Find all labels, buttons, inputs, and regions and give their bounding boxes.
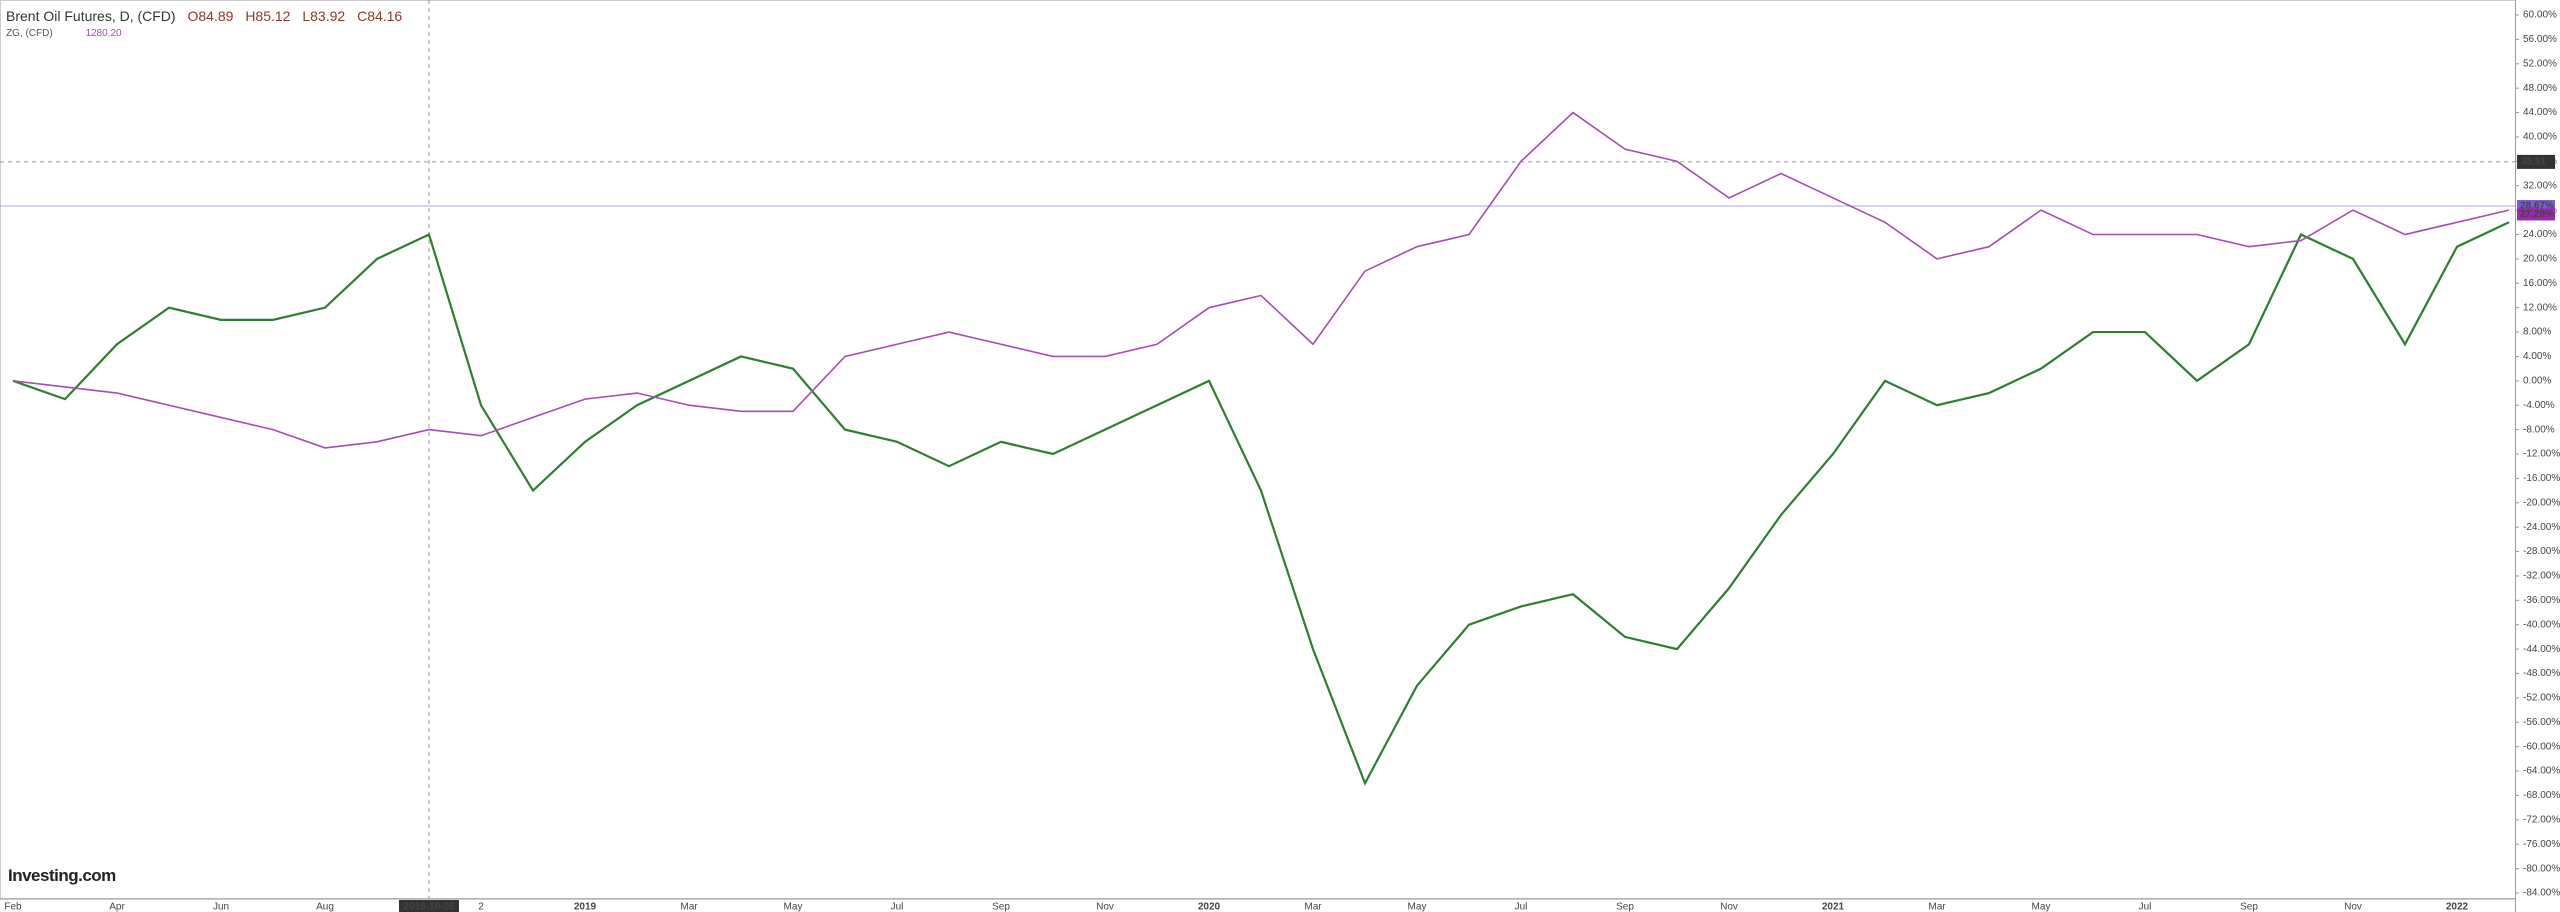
compare-header: ZG, (CFD) 1280.20 [6,28,122,39]
x-tick-label: May [1408,902,1427,912]
x-tick-label: 2 [478,902,484,912]
x-tick-label: Feb [4,902,22,912]
x-tick-label: Sep [2240,902,2258,912]
x-tick-label: Mar [1304,902,1322,912]
last-value-label: 27.29% [2520,209,2554,220]
x-tick-label: Sep [992,902,1010,912]
y-tick-label: 20.00% [2523,254,2557,265]
plot-frame [0,0,2516,899]
y-tick-label: 44.00% [2523,107,2557,118]
close: C84.16 [357,8,403,24]
brand-logo: Investing.com [8,866,116,885]
y-tick-label: 48.00% [2523,83,2557,94]
y-tick-label: 4.00% [2523,351,2551,362]
y-tick-label: -68.00% [2523,790,2560,801]
y-tick-label: -8.00% [2523,424,2555,435]
compare-name: ZG, (CFD) [6,28,53,39]
y-tick-label: 24.00% [2523,229,2557,240]
x-tick-label: Jul [1515,902,1528,912]
x-tick-label: Sep [1616,902,1634,912]
y-tick-label: -36.00% [2523,595,2560,606]
x-tick-label: Aug [316,902,334,912]
y-tick-label: -76.00% [2523,839,2560,850]
y-tick-label: -64.00% [2523,766,2560,777]
y-tick-label: 16.00% [2523,278,2557,289]
last-value-tag [2517,208,2555,221]
x-tick-label: Nov [2344,902,2362,912]
y-tick-label: -12.00% [2523,449,2560,460]
crosshair-x-tag [399,900,459,912]
y-tick-label: -52.00% [2523,693,2560,704]
x-tick-label: 2021 [1822,902,1845,912]
x-tick-label: May [784,902,803,912]
compare-value: 1280.20 [85,28,122,39]
y-tick-label: -20.00% [2523,497,2560,508]
x-tick-label: Jul [2139,902,2152,912]
y-tick-label: 56.00% [2523,34,2557,45]
y-tick-label: -84.00% [2523,888,2560,899]
y-tick-label: -60.00% [2523,741,2560,752]
y-tick-label: -44.00% [2523,644,2560,655]
series-line [12,221,2510,786]
y-tick-label: 8.00% [2523,327,2551,338]
y-tick-label: 40.00% [2523,132,2557,143]
y-tick-label: -48.00% [2523,668,2560,679]
y-tick-label: -16.00% [2523,473,2560,484]
y-tick-label: -24.00% [2523,522,2560,533]
y-tick-label: -80.00% [2523,863,2560,874]
x-tick-label: 2022 [2446,902,2469,912]
header: Brent Oil Futures, D, (CFD) O84.89 H85.1… [6,8,410,24]
y-tick-label: 52.00% [2523,58,2557,69]
y-tick-label: -40.00% [2523,619,2560,630]
series-line [12,111,2510,449]
y-tick-label: 60.00% [2523,10,2557,21]
x-tick-label: Mar [1928,902,1946,912]
high: H85.12 [245,8,291,24]
x-tick-label: Nov [1720,902,1738,912]
x-tick-label: Jul [891,902,904,912]
y-tick-label: 12.00% [2523,302,2557,313]
x-tick-label: 2020 [1198,902,1221,912]
y-tick-label: 0.00% [2523,375,2551,386]
last-value-label: 28.67% [2520,201,2554,212]
x-tick-label: 2019 [574,902,597,912]
x-tick-label: Nov [1096,902,1114,912]
crosshair-label: 35.91 [2521,157,2546,168]
y-tick-label: -28.00% [2523,546,2560,557]
x-tick-label: Apr [109,902,125,912]
y-tick-label: -4.00% [2523,400,2555,411]
x-tick-label: 2018-10-05 [403,902,455,912]
y-tick-label: -56.00% [2523,717,2560,728]
x-tick-label: Mar [680,902,698,912]
y-tick-label: 32.00% [2523,180,2557,191]
x-tick-label: Jun [213,902,229,912]
x-tick-label: May [2032,902,2051,912]
y-tick-label: -72.00% [2523,814,2560,825]
y-tick-label: -32.00% [2523,571,2560,582]
low: L83.92 [302,8,346,24]
open: O84.89 [187,8,234,24]
title: Brent Oil Futures, D, (CFD) [6,8,176,24]
crosshair-tag [2517,154,2555,169]
